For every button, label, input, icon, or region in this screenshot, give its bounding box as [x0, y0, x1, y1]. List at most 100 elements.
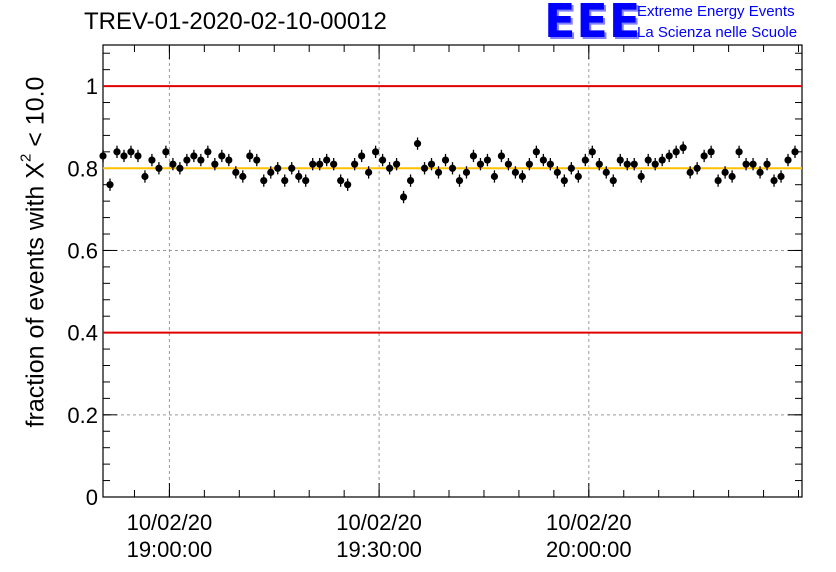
y-tick-label: 1	[86, 74, 98, 99]
data-point	[330, 160, 338, 168]
data-point	[595, 160, 603, 168]
data-point	[455, 177, 464, 185]
x-tick-label-time: 20:00:00	[546, 537, 632, 562]
y-tick-label: 0.4	[67, 321, 98, 346]
data-point	[588, 148, 596, 156]
data-point	[448, 164, 457, 172]
data-point	[742, 160, 750, 168]
data-point	[602, 168, 610, 176]
y-tick-label: 0.2	[67, 403, 98, 428]
data-point	[351, 160, 359, 168]
x-tick-label-time: 19:00:00	[127, 537, 213, 562]
data-point	[225, 156, 233, 164]
data-point	[302, 177, 310, 185]
data-point	[749, 160, 757, 168]
data-point	[539, 156, 547, 164]
data-point	[246, 152, 254, 160]
data-point	[700, 152, 708, 160]
data-point	[267, 168, 275, 176]
data-point	[497, 152, 506, 160]
data-point	[574, 172, 582, 181]
data-point	[630, 160, 638, 168]
data-point	[581, 156, 589, 164]
data-point	[323, 156, 331, 164]
data-point	[735, 148, 743, 156]
data-point	[169, 160, 177, 168]
x-tick-label-time: 19:30:00	[336, 537, 422, 562]
data-point	[651, 160, 659, 168]
y-tick-label: 0	[86, 485, 98, 510]
data-point	[197, 156, 205, 164]
data-point	[358, 152, 366, 160]
data-point	[274, 164, 282, 172]
data-point	[609, 177, 617, 185]
data-point	[665, 152, 673, 160]
data-point	[413, 140, 422, 148]
data-point	[260, 177, 268, 185]
data-point	[707, 148, 715, 156]
data-point	[686, 168, 694, 176]
x-tick-label-date: 10/02/20	[127, 510, 213, 535]
data-point	[288, 164, 296, 172]
y-tick-label: 0.8	[67, 156, 98, 181]
plot-frame	[102, 44, 803, 498]
data-point	[784, 156, 792, 164]
data-point	[134, 152, 142, 160]
logo-line-1: Extreme Energy Events	[637, 3, 795, 20]
data-point	[295, 172, 303, 181]
data-point	[204, 148, 212, 156]
data-point	[113, 148, 121, 156]
data-point	[770, 177, 778, 185]
data-point	[190, 152, 198, 160]
data-point	[365, 168, 373, 176]
data-point	[763, 160, 771, 168]
data-point	[392, 160, 401, 168]
logo-line-2: La Scienza nelle Scuole	[637, 24, 798, 41]
data-point	[420, 164, 429, 172]
data-point	[644, 156, 652, 164]
data-point	[553, 168, 561, 176]
data-point	[316, 160, 324, 168]
data-point	[546, 160, 554, 168]
data-point	[658, 156, 666, 164]
chart-title: TREV-01-2020-02-10-00012	[84, 8, 387, 35]
data-point	[616, 156, 624, 164]
data-point	[379, 156, 387, 164]
eee-logo: EEE	[544, 0, 642, 48]
data-point	[490, 172, 499, 181]
data-point	[532, 148, 540, 156]
data-point	[253, 156, 261, 164]
data-point	[337, 177, 345, 185]
data-point	[525, 160, 533, 168]
data-point	[406, 177, 415, 185]
data-point	[756, 168, 764, 176]
x-tick-label-date: 10/02/20	[546, 510, 632, 535]
data-point	[476, 160, 485, 168]
data-point	[232, 168, 240, 176]
data-point	[567, 164, 575, 172]
data-point	[679, 144, 687, 152]
data-point	[385, 164, 394, 172]
data-point	[120, 152, 128, 160]
data-point	[106, 181, 114, 189]
data-point	[777, 172, 785, 181]
data-point	[148, 156, 156, 164]
data-point	[483, 156, 492, 164]
data-point	[441, 156, 450, 164]
data-point	[155, 164, 163, 172]
data-point	[504, 160, 513, 168]
data-point	[511, 168, 520, 176]
data-point	[281, 177, 289, 185]
data-point	[141, 172, 149, 181]
data-point	[693, 164, 701, 172]
data-point	[462, 168, 471, 176]
data-point	[309, 160, 317, 168]
x-tick-label-date: 10/02/20	[336, 510, 422, 535]
data-point	[162, 148, 170, 156]
data-point	[469, 152, 478, 160]
data-point	[176, 164, 184, 172]
data-point	[434, 168, 443, 176]
data-point	[637, 172, 645, 181]
data-point	[239, 172, 247, 181]
